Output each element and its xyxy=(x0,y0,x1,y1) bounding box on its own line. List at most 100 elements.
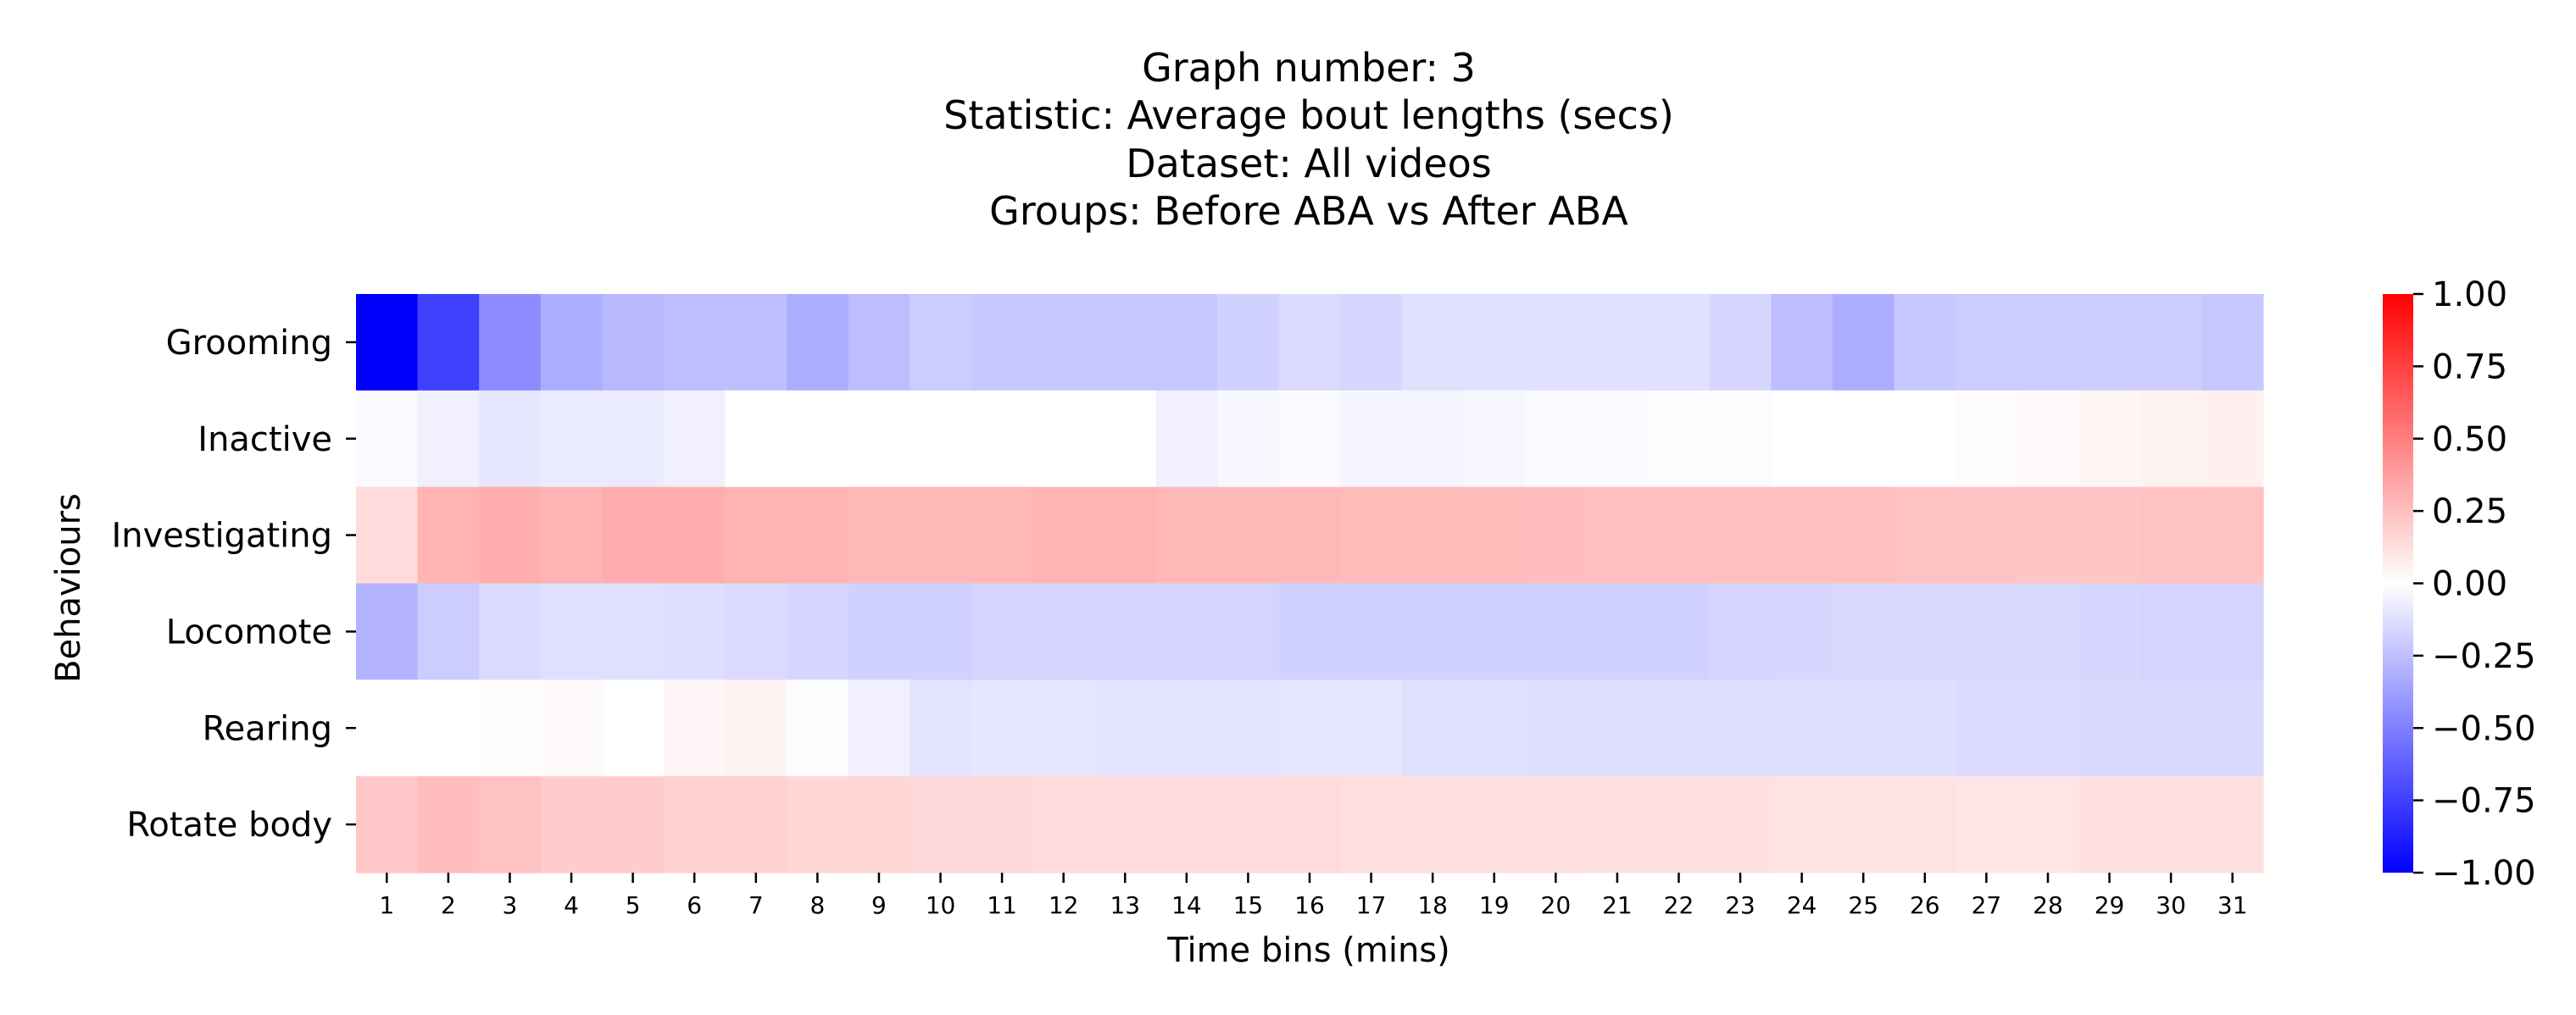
heatmap-cell xyxy=(2017,679,2079,777)
x-tick-label: 26 xyxy=(1910,891,1940,919)
heatmap-cell xyxy=(417,776,480,874)
heatmap-cell xyxy=(2201,679,2264,777)
colorbar-tick-label: −1.00 xyxy=(2432,854,2536,893)
heatmap-cell xyxy=(663,679,726,777)
heatmap-cell xyxy=(417,679,480,777)
heatmap-cell xyxy=(1278,294,1341,391)
heatmap-cell xyxy=(848,776,910,874)
x-tick-label: 11 xyxy=(987,891,1017,919)
heatmap-cell xyxy=(1956,679,2018,777)
heatmap-cell xyxy=(1032,776,1095,874)
heatmap-cell xyxy=(479,294,542,391)
heatmap-cell xyxy=(1340,486,1403,585)
heatmap-cell xyxy=(1032,679,1095,777)
colorbar-tick-label: −0.50 xyxy=(2432,709,2536,748)
heatmap-cell xyxy=(971,679,1033,777)
heatmap-cell xyxy=(2139,679,2203,777)
heatmap-cell xyxy=(2139,486,2203,585)
heatmap-cell xyxy=(1648,390,1711,488)
heatmap-cell xyxy=(1217,679,1280,777)
x-tick-label: 3 xyxy=(503,891,518,919)
colorbar-tick-label: 0.50 xyxy=(2432,420,2507,459)
heatmap-cell xyxy=(971,583,1033,680)
y-tick-label: Rearing xyxy=(203,709,332,748)
x-axis-ticks: 1 2 3 4 5 6 7 8 9 10 11 12 13 14 15 16 17 18 19 20 21 22 23 24 2… xyxy=(379,873,2248,919)
x-tick-label: 29 xyxy=(2095,891,2125,919)
heatmap-cell xyxy=(2139,583,2203,680)
heatmap-cell xyxy=(540,679,603,777)
heatmap-cell xyxy=(2139,776,2203,874)
heatmap-cell xyxy=(1832,294,1895,391)
heatmap-cell xyxy=(1586,486,1649,585)
heatmap-cell xyxy=(2078,583,2141,680)
y-tick-label: Investigating xyxy=(111,517,332,556)
heatmap-cell xyxy=(1586,583,1649,680)
heatmap-cell xyxy=(1217,390,1280,488)
heatmap-cell xyxy=(1894,776,1956,874)
heatmap-cell xyxy=(848,486,910,585)
x-tick-label: 21 xyxy=(1602,891,1633,919)
x-tick-label: 22 xyxy=(1664,891,1694,919)
x-tick-label: 10 xyxy=(926,891,956,919)
heatmap-cell xyxy=(417,583,480,680)
x-tick-label: 17 xyxy=(1356,891,1387,919)
heatmap-cell xyxy=(910,390,972,488)
heatmap-cell xyxy=(848,294,910,391)
heatmap-cell xyxy=(1401,776,1465,874)
heatmap-cell xyxy=(971,486,1033,585)
heatmap-cell xyxy=(725,294,787,391)
heatmap-cell xyxy=(1093,486,1157,585)
heatmap-cell xyxy=(1217,583,1280,680)
chart-title: Graph number: 3 Statistic: Average bout … xyxy=(943,45,1674,234)
heatmap-cell xyxy=(479,390,542,488)
heatmap-cell xyxy=(1648,583,1711,680)
heatmap-cell xyxy=(2078,390,2141,488)
heatmap-cell xyxy=(602,583,665,680)
heatmap-cell xyxy=(1032,583,1095,680)
heatmap-cell xyxy=(1894,486,1956,585)
heatmap-cell xyxy=(848,390,910,488)
colorbar-tick-label: 0.25 xyxy=(2432,492,2507,531)
heatmap-cell xyxy=(417,486,480,585)
heatmap-cell xyxy=(2139,294,2203,391)
heatmap-cell xyxy=(1709,679,1772,777)
heatmap-cell xyxy=(1956,390,2018,488)
heatmap-cell xyxy=(1525,583,1588,680)
x-tick-label: 25 xyxy=(1848,891,1878,919)
heatmap-cell xyxy=(1832,776,1895,874)
heatmap-cell xyxy=(2201,390,2264,488)
y-tick-label: Inactive xyxy=(198,420,332,459)
title-line-1: Graph number: 3 xyxy=(1142,45,1476,91)
heatmap-cell xyxy=(1340,776,1403,874)
y-tick-label: Grooming xyxy=(166,324,332,363)
heatmap-cell xyxy=(1340,294,1403,391)
heatmap-cell xyxy=(1093,776,1157,874)
heatmap-cell xyxy=(1155,583,1218,680)
heatmap-cell xyxy=(1586,776,1649,874)
x-tick-label: 24 xyxy=(1787,891,1817,919)
heatmap-cell xyxy=(2017,583,2079,680)
heatmap-cell xyxy=(1771,583,1833,680)
heatmap-cell xyxy=(1155,390,1218,488)
heatmap-cell xyxy=(2017,486,2079,585)
heatmap-cell xyxy=(1648,486,1711,585)
heatmap-cell xyxy=(1032,390,1095,488)
heatmap-cell xyxy=(1771,390,1833,488)
heatmap-cell xyxy=(1217,486,1280,585)
x-tick-label: 28 xyxy=(2033,891,2063,919)
heatmap-cell xyxy=(417,390,480,488)
x-tick-label: 8 xyxy=(810,891,825,919)
heatmap-cell xyxy=(1463,583,1526,680)
heatmap-cell xyxy=(1894,583,1956,680)
x-tick-label: 4 xyxy=(564,891,579,919)
x-tick-label: 30 xyxy=(2156,891,2186,919)
x-tick-label: 7 xyxy=(748,891,764,919)
heatmap-cell xyxy=(356,776,419,874)
heatmap-cell xyxy=(1463,390,1526,488)
heatmap-cell xyxy=(1771,486,1833,585)
heatmap-cell xyxy=(1956,294,2018,391)
heatmap-cell xyxy=(479,679,542,777)
heatmap-cell xyxy=(787,583,849,680)
heatmap-cell xyxy=(1217,776,1280,874)
heatmap-cell xyxy=(1032,294,1095,391)
